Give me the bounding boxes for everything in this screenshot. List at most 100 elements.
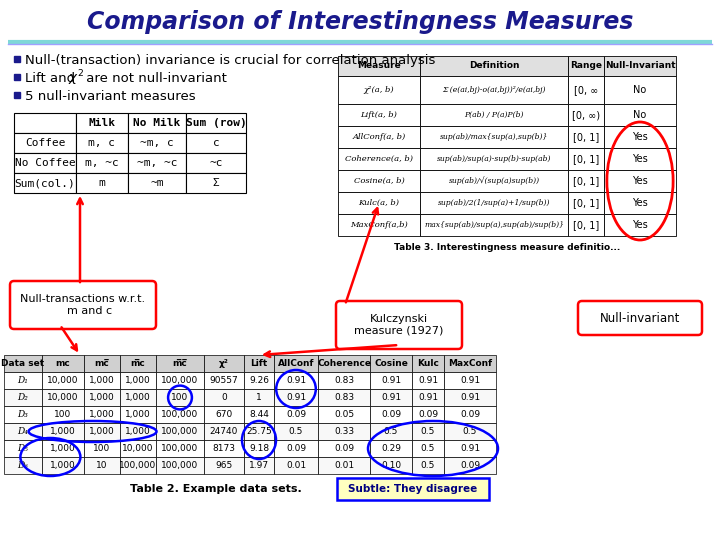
Text: 0.91: 0.91 [460, 376, 480, 385]
Bar [604, 148, 676, 170]
Bar [4, 389, 42, 406]
Bar [42, 440, 84, 457]
Bar [14, 153, 76, 173]
Text: Subtle: They disagree: Subtle: They disagree [348, 484, 477, 494]
Bar [370, 423, 412, 440]
Text: 9.18: 9.18 [249, 444, 269, 453]
Bar [120, 423, 156, 440]
Bar [156, 372, 204, 389]
Text: Kulc(a, b): Kulc(a, b) [359, 199, 400, 207]
Bar [274, 355, 318, 372]
Text: mc̅: mc̅ [94, 359, 109, 368]
Text: 90557: 90557 [210, 376, 238, 385]
Text: Yes: Yes [632, 132, 648, 142]
Bar [274, 440, 318, 457]
Bar [42, 389, 84, 406]
Bar [204, 355, 244, 372]
Text: 1,000: 1,000 [89, 410, 115, 419]
Text: 0.91: 0.91 [460, 393, 480, 402]
Bar [338, 148, 420, 170]
Text: 100: 100 [94, 444, 111, 453]
Text: Milk: Milk [89, 118, 115, 128]
Bar [604, 126, 676, 148]
Bar [244, 355, 274, 372]
Text: 1,000: 1,000 [125, 427, 151, 436]
Text: [0, 1]: [0, 1] [573, 132, 599, 142]
Bar [14, 74, 20, 80]
Bar [84, 423, 120, 440]
Bar [568, 104, 604, 126]
Text: No: No [634, 110, 647, 120]
Text: 0.09: 0.09 [334, 444, 354, 453]
Text: m̅c: m̅c [130, 359, 145, 368]
Bar [76, 173, 128, 193]
Bar [156, 440, 204, 457]
Bar [84, 406, 120, 423]
Text: 0.91: 0.91 [418, 393, 438, 402]
Bar [338, 214, 420, 236]
Bar [4, 372, 42, 389]
Bar [14, 92, 20, 98]
Bar [604, 170, 676, 192]
Text: 0.83: 0.83 [334, 393, 354, 402]
Bar [186, 173, 246, 193]
Bar [76, 153, 128, 173]
Bar [412, 440, 444, 457]
Text: 0.91: 0.91 [381, 393, 401, 402]
Text: 0.5: 0.5 [289, 427, 303, 436]
Text: Σ (e(ai,bj)-o(ai,bj))²/e(ai,bj): Σ (e(ai,bj)-o(ai,bj))²/e(ai,bj) [442, 86, 546, 94]
Bar [156, 423, 204, 440]
Bar [412, 406, 444, 423]
Text: D₂: D₂ [17, 393, 28, 402]
Text: 5 null-invariant measures: 5 null-invariant measures [25, 90, 196, 103]
Bar [204, 440, 244, 457]
Bar [42, 423, 84, 440]
Text: 0.09: 0.09 [460, 410, 480, 419]
Text: 0.5: 0.5 [463, 427, 477, 436]
Text: 1,000: 1,000 [89, 393, 115, 402]
Text: Null-Invariant: Null-Invariant [605, 62, 675, 71]
Bar [204, 406, 244, 423]
Text: 1.97: 1.97 [249, 461, 269, 470]
Text: 100,000: 100,000 [161, 461, 199, 470]
Bar [120, 355, 156, 372]
Bar [568, 76, 604, 104]
Bar [318, 423, 370, 440]
Text: Range: Range [570, 62, 602, 71]
Text: Comparison of Interestingness Measures: Comparison of Interestingness Measures [86, 10, 634, 34]
Text: No Coffee: No Coffee [14, 158, 76, 168]
Bar [204, 372, 244, 389]
Bar [444, 389, 496, 406]
Text: Sum(col.): Sum(col.) [14, 178, 76, 188]
Bar [370, 389, 412, 406]
Text: No Milk: No Milk [133, 118, 181, 128]
Text: Null-transactions w.r.t.
    m and c: Null-transactions w.r.t. m and c [20, 294, 145, 316]
Text: 1,000: 1,000 [125, 410, 151, 419]
Bar [14, 173, 76, 193]
Text: Kulc: Kulc [417, 359, 439, 368]
Bar [604, 104, 676, 126]
Bar [318, 440, 370, 457]
Text: 1,000: 1,000 [50, 461, 76, 470]
Bar [120, 389, 156, 406]
FancyBboxPatch shape [336, 478, 489, 500]
Bar [444, 423, 496, 440]
Text: m, c: m, c [89, 138, 115, 148]
Text: ~m, ~c: ~m, ~c [137, 158, 177, 168]
Text: 0.91: 0.91 [286, 376, 306, 385]
Bar [120, 440, 156, 457]
Text: MaxConf: MaxConf [448, 359, 492, 368]
Text: Cosine: Cosine [374, 359, 408, 368]
Text: ~m, c: ~m, c [140, 138, 174, 148]
Bar [338, 192, 420, 214]
Bar [42, 372, 84, 389]
Text: Null-(transaction) invariance is crucial for correlation analysis: Null-(transaction) invariance is crucial… [25, 54, 436, 67]
Bar [42, 457, 84, 474]
Bar [186, 153, 246, 173]
Text: [0, 1]: [0, 1] [573, 220, 599, 230]
Text: 0.09: 0.09 [286, 410, 306, 419]
Bar [84, 355, 120, 372]
Bar [370, 440, 412, 457]
Bar [274, 423, 318, 440]
Bar [338, 126, 420, 148]
